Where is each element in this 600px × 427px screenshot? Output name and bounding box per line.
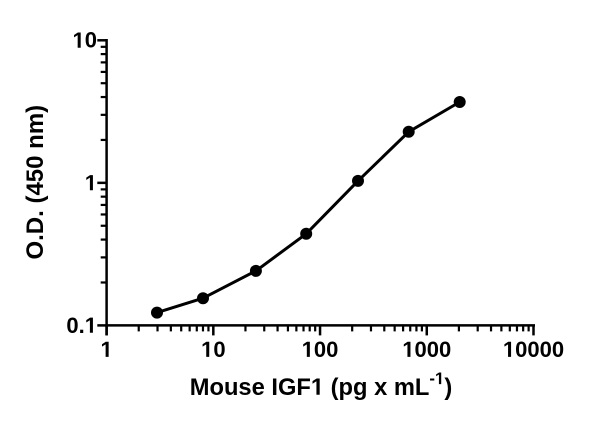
svg-text:0: 0 xyxy=(85,28,97,53)
svg-text:): ) xyxy=(444,375,452,401)
svg-text:0.: 0. xyxy=(66,313,84,338)
svg-text:O.D. (450 nm): O.D. (450 nm) xyxy=(22,105,49,260)
svg-text:Mouse IGF: Mouse IGF xyxy=(190,375,311,401)
svg-text:00: 00 xyxy=(314,337,338,362)
svg-text:0: 0 xyxy=(213,337,225,362)
svg-text:-: - xyxy=(429,369,435,388)
svg-text:0000: 0000 xyxy=(515,337,564,362)
svg-text:(pg x mL: (pg x mL xyxy=(331,375,430,401)
svg-text:000: 000 xyxy=(415,337,452,362)
